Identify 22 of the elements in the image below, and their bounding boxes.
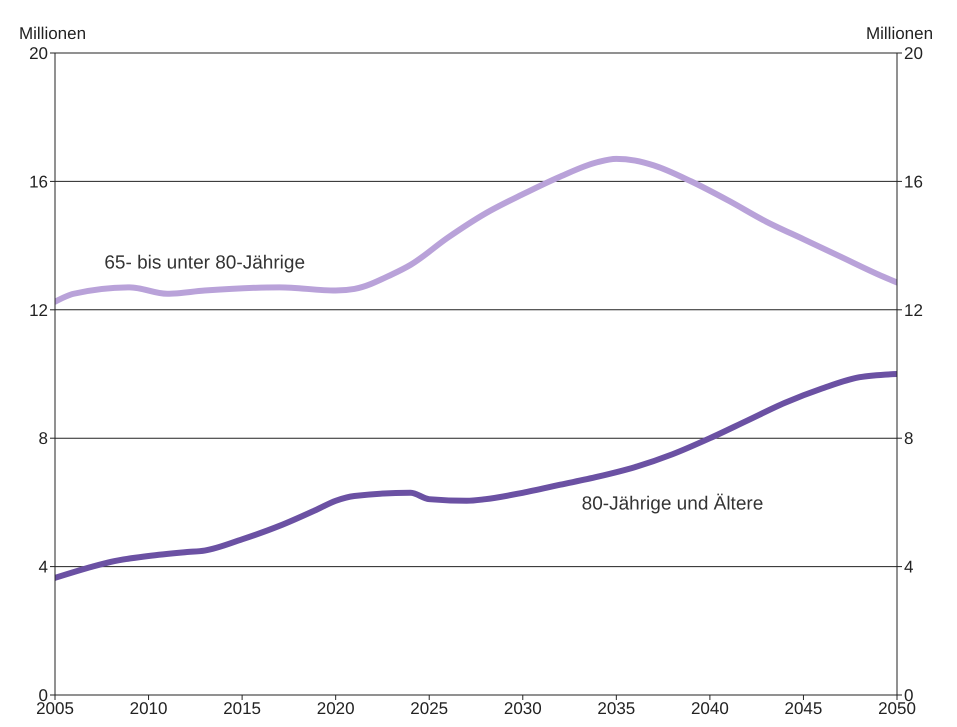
y-tick-label: 20: [29, 44, 48, 64]
x-tick-label: 2030: [504, 699, 542, 718]
y2-tick-label: 16: [904, 172, 923, 192]
y-tick-label: 16: [29, 172, 48, 192]
y-axis-title: Millionen: [18, 24, 86, 43]
x-tick-label: 2035: [597, 699, 636, 718]
y2-axis-title: Millionen: [866, 24, 934, 43]
y-tick-label: 12: [29, 300, 48, 320]
y-tick-label: 4: [38, 558, 48, 577]
y-tick-label: 8: [38, 429, 48, 448]
y2-tick-label: 12: [904, 300, 923, 320]
x-tick-label: 2020: [316, 699, 355, 718]
x-tick-label: 2015: [223, 699, 262, 718]
x-tick-label: 2045: [784, 699, 822, 718]
x-tick-label: 2010: [130, 699, 168, 718]
series-label: 65- bis unter 80-Jährige: [104, 252, 306, 274]
y2-tick-label: 20: [904, 44, 923, 64]
x-tick-label: 2040: [690, 699, 729, 718]
y2-tick-label: 8: [904, 429, 914, 448]
x-tick-label: 2025: [410, 699, 448, 718]
y2-tick-label: 4: [904, 558, 914, 577]
series-label: 80-Jährige und Ältere: [582, 494, 764, 515]
